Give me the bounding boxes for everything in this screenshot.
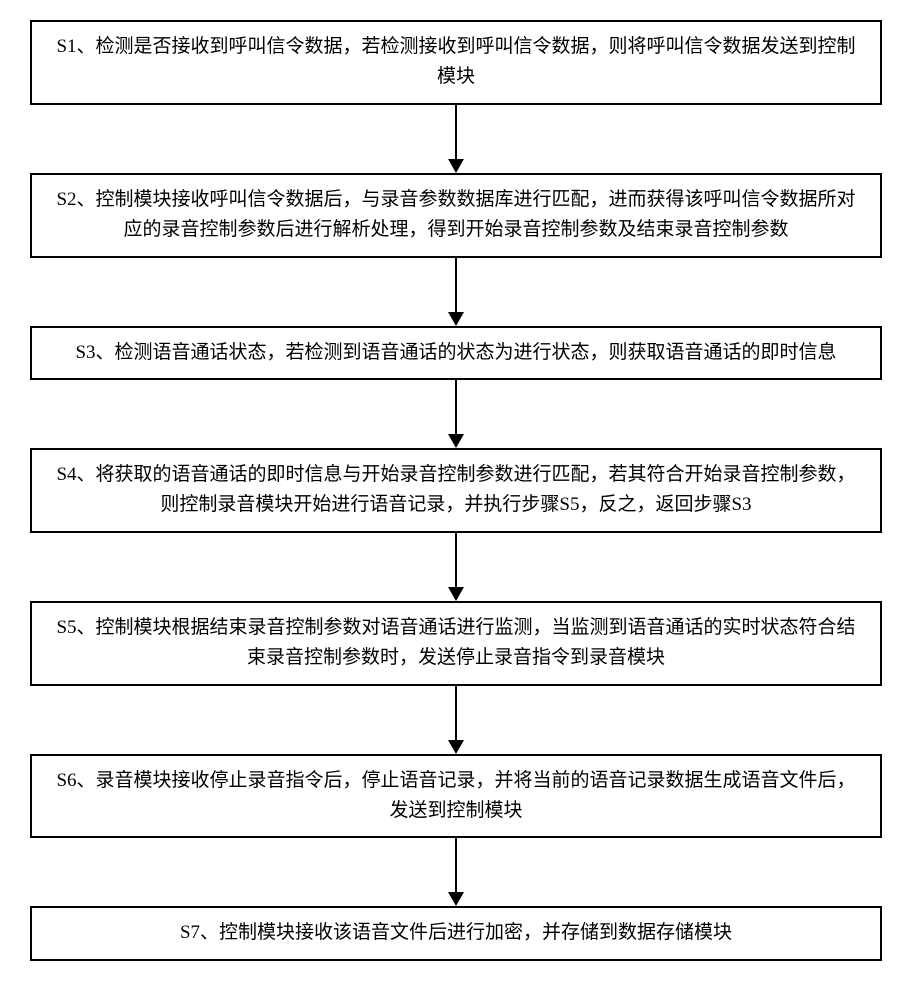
arrow-head-icon (448, 159, 464, 173)
step-text: S7、控制模块接收该语音文件后进行加密，并存储到数据存储模块 (180, 922, 732, 943)
step-text: S5、控制模块根据结束录音控制参数对语音通话进行监测，当监测到语音通话的实时状态… (56, 617, 855, 668)
arrow-s6-s7 (30, 838, 882, 906)
arrow-head-icon (448, 892, 464, 906)
arrow-line (455, 380, 457, 434)
step-s7: S7、控制模块接收该语音文件后进行加密，并存储到数据存储模块 (30, 906, 882, 960)
step-text: S1、检测是否接收到呼叫信令数据，若检测接收到呼叫信令数据，则将呼叫信令数据发送… (56, 36, 855, 87)
flowchart-container: S1、检测是否接收到呼叫信令数据，若检测接收到呼叫信令数据，则将呼叫信令数据发送… (30, 20, 882, 961)
arrow-line (455, 838, 457, 892)
arrow-line (455, 686, 457, 740)
arrow-s3-s4 (30, 380, 882, 448)
step-text: S3、检测语音通话状态，若检测到语音通话的状态为进行状态，则获取语音通话的即时信… (75, 342, 836, 363)
arrow-head-icon (448, 740, 464, 754)
step-text: S4、将获取的语音通话的即时信息与开始录音控制参数进行匹配，若其符合开始录音控制… (56, 464, 855, 515)
arrow-s5-s6 (30, 686, 882, 754)
arrow-s1-s2 (30, 105, 882, 173)
arrow-line (455, 258, 457, 312)
step-s3: S3、检测语音通话状态，若检测到语音通话的状态为进行状态，则获取语音通话的即时信… (30, 326, 882, 380)
arrow-head-icon (448, 587, 464, 601)
arrow-head-icon (448, 434, 464, 448)
arrow-head-icon (448, 312, 464, 326)
arrow-s2-s3 (30, 258, 882, 326)
step-s6: S6、录音模块接收停止录音指令后，停止语音记录，并将当前的语音记录数据生成语音文… (30, 754, 882, 839)
step-s1: S1、检测是否接收到呼叫信令数据，若检测接收到呼叫信令数据，则将呼叫信令数据发送… (30, 20, 882, 105)
arrow-line (455, 105, 457, 159)
step-s2: S2、控制模块接收呼叫信令数据后，与录音参数数据库进行匹配，进而获得该呼叫信令数… (30, 173, 882, 258)
step-s4: S4、将获取的语音通话的即时信息与开始录音控制参数进行匹配，若其符合开始录音控制… (30, 448, 882, 533)
arrow-line (455, 533, 457, 587)
arrow-s4-s5 (30, 533, 882, 601)
step-s5: S5、控制模块根据结束录音控制参数对语音通话进行监测，当监测到语音通话的实时状态… (30, 601, 882, 686)
step-text: S2、控制模块接收呼叫信令数据后，与录音参数数据库进行匹配，进而获得该呼叫信令数… (56, 189, 855, 240)
step-text: S6、录音模块接收停止录音指令后，停止语音记录，并将当前的语音记录数据生成语音文… (56, 770, 855, 821)
